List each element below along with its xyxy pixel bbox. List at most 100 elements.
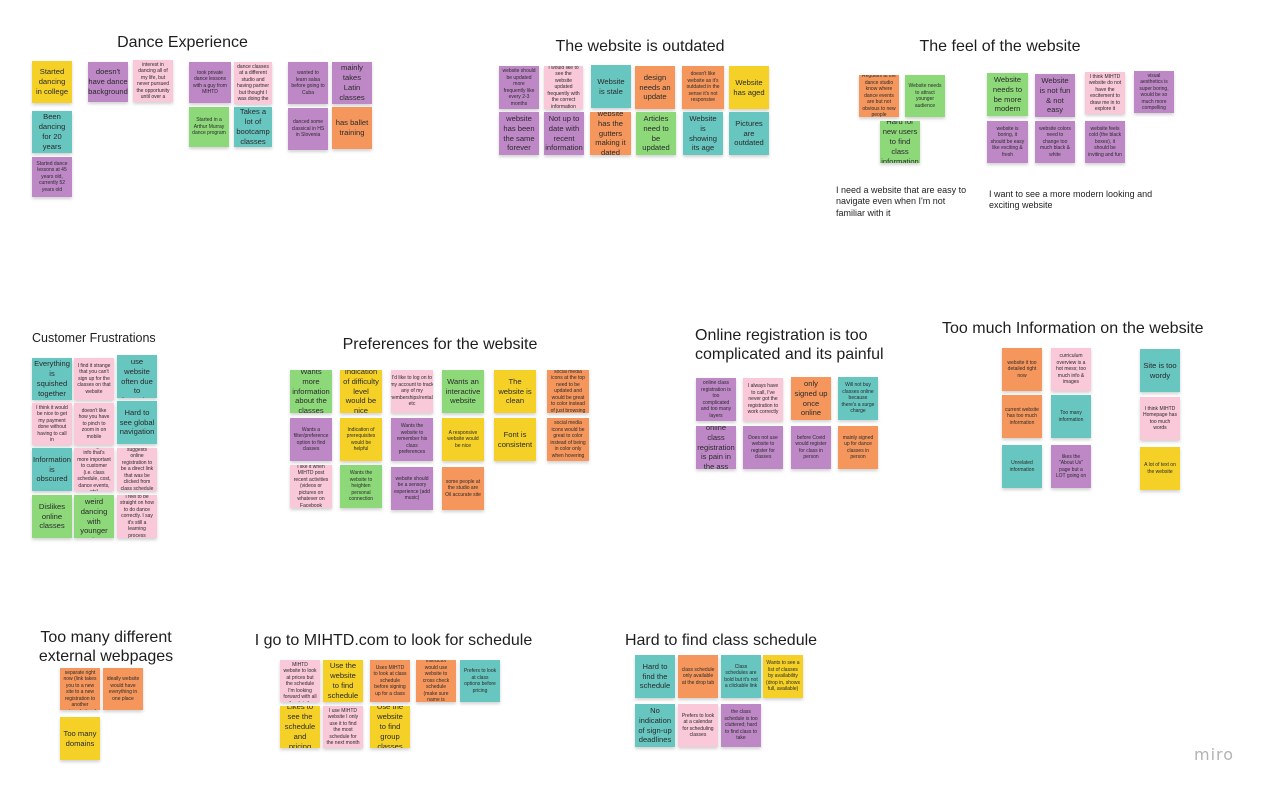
sticky-note[interactable]: Website is showing its age bbox=[683, 112, 723, 155]
sticky-note[interactable]: Website needs to attract younger audienc… bbox=[905, 75, 945, 117]
sticky-note[interactable]: website is boring, it should be easy lik… bbox=[987, 121, 1028, 163]
sticky-note[interactable]: has ballet training bbox=[332, 107, 372, 149]
sticky-note[interactable]: I was taking dance classes at a differen… bbox=[234, 62, 272, 104]
text-note-modern-website[interactable]: I want to see a more modern looking and … bbox=[989, 189, 1153, 211]
sticky-note[interactable]: Wants a filter/preference option to find… bbox=[290, 418, 332, 461]
section-title-customer-frustrations[interactable]: Customer Frustrations bbox=[32, 331, 156, 345]
sticky-note[interactable]: website it too detailed right now bbox=[1002, 348, 1042, 391]
section-title-mihtd-schedule[interactable]: I go to MIHTD.com to look for schedule bbox=[254, 632, 533, 649]
sticky-note[interactable]: Website is not fun & not easy bbox=[1035, 74, 1075, 117]
sticky-note[interactable]: I would like to see the website updated … bbox=[544, 66, 583, 109]
sticky-note[interactable]: Indication of prerequisites would be hel… bbox=[340, 418, 382, 461]
sticky-note[interactable]: Website is stale bbox=[591, 65, 631, 108]
sticky-note[interactable]: likes the "About Us" page but a LOT goin… bbox=[1051, 445, 1091, 488]
sticky-note[interactable]: No indication of sign-up deadlines bbox=[635, 704, 675, 747]
section-title-dance-experience[interactable]: Dance Experience bbox=[117, 34, 248, 51]
sticky-note[interactable]: Unrelated information bbox=[1002, 445, 1042, 488]
sticky-note[interactable]: Hard for new users to find class informa… bbox=[880, 121, 920, 163]
sticky-note[interactable]: Website needs to be more modern bbox=[987, 73, 1028, 116]
sticky-note[interactable]: only signed up once online bbox=[791, 377, 831, 420]
sticky-note[interactable]: Wants to see a list of classes by availa… bbox=[763, 655, 803, 698]
sticky-note[interactable]: Too many information bbox=[1051, 395, 1091, 438]
sticky-note[interactable]: Started dancing in college bbox=[32, 61, 72, 103]
sticky-note[interactable]: Regulars at the dance studio know where … bbox=[859, 75, 899, 117]
sticky-note[interactable]: everything is separate right now (link t… bbox=[60, 668, 100, 710]
sticky-note[interactable]: Articles need to be updated bbox=[636, 112, 676, 155]
sticky-note[interactable]: Prefers to look at a calendar for schedu… bbox=[678, 704, 718, 747]
sticky-note[interactable]: Likes to see the schedule and pricing bbox=[280, 706, 320, 748]
sticky-note[interactable]: I find it strange that you can't sign up… bbox=[74, 358, 114, 400]
sticky-note[interactable]: Takes a lot of bootcamp classes bbox=[234, 107, 272, 147]
sticky-note[interactable]: I think MIHTD website do not have the ex… bbox=[1085, 72, 1125, 114]
sticky-note[interactable]: Too many domains bbox=[60, 717, 100, 760]
sticky-note[interactable]: mainly signed up for dance classes in pe… bbox=[838, 426, 878, 469]
sticky-note[interactable]: I think MIHTD Homepage has too much word… bbox=[1140, 397, 1180, 440]
sticky-note[interactable]: social media icons would be great to col… bbox=[547, 418, 589, 461]
section-title-external-webpages[interactable]: Too many different external webpages bbox=[38, 629, 174, 666]
sticky-note[interactable]: danced some classical in HS in Slovenia bbox=[288, 108, 328, 150]
sticky-note[interactable]: Wants the website to heighten personal c… bbox=[340, 465, 382, 508]
sticky-note[interactable]: suggests online registration to be a dir… bbox=[117, 448, 157, 491]
sticky-note[interactable]: website has been the same forever bbox=[499, 112, 539, 155]
sticky-note[interactable]: wanted to learn salsa before going to Cu… bbox=[288, 62, 328, 104]
sticky-note[interactable]: Wants an interactive website bbox=[442, 370, 484, 413]
sticky-note[interactable]: mainly takes Latin classes bbox=[332, 62, 372, 104]
sticky-note[interactable]: online class registration is too complic… bbox=[696, 378, 736, 421]
sticky-note[interactable]: some people at the studio are Oil accura… bbox=[442, 467, 484, 510]
sticky-note[interactable]: I come to MIHTD website to look at price… bbox=[280, 660, 320, 702]
sticky-note[interactable]: A lot of text on the website bbox=[1140, 447, 1180, 490]
sticky-note[interactable]: Wants more information about the classes bbox=[290, 370, 332, 413]
sticky-note[interactable]: doesn't like website as it's outdated in… bbox=[682, 66, 724, 109]
sticky-note[interactable]: Use the website to find group classes bbox=[370, 706, 410, 748]
sticky-note[interactable]: I've had interest in dancing all of my l… bbox=[133, 60, 173, 102]
sticky-note[interactable]: hard to get to info that's more importan… bbox=[74, 448, 114, 491]
section-title-website-outdated[interactable]: The website is outdated bbox=[555, 38, 725, 55]
section-title-preferences[interactable]: Preferences for the website bbox=[342, 336, 538, 353]
section-title-too-much-information[interactable]: Too much Information on the website bbox=[942, 320, 1204, 337]
sticky-note[interactable]: Pictures are outdated bbox=[729, 112, 769, 155]
section-title-hard-to-find-schedule[interactable]: Hard to find class schedule bbox=[624, 632, 818, 649]
sticky-note[interactable]: online class registration is pain in the… bbox=[696, 426, 736, 469]
sticky-note[interactable]: I think it would be nice to get my payme… bbox=[32, 403, 72, 445]
section-title-online-registration[interactable]: Online registration is too complicated a… bbox=[695, 327, 884, 364]
sticky-note[interactable]: website colors need to change too much b… bbox=[1035, 121, 1075, 163]
sticky-note[interactable]: Dislikes online classes bbox=[32, 495, 72, 538]
sticky-note[interactable]: doesn't have dance background bbox=[88, 62, 128, 102]
sticky-note[interactable]: Everything is squished together bbox=[32, 358, 72, 400]
sticky-note[interactable]: curriculum overview is a hot mess; too m… bbox=[1051, 348, 1091, 391]
sticky-note[interactable]: Does not use website to register for cla… bbox=[743, 426, 783, 469]
sticky-note[interactable]: I like it when MIHTD post recent activit… bbox=[290, 465, 332, 508]
sticky-note[interactable]: Uses MIHTD to look at class schedule bef… bbox=[370, 660, 410, 702]
sticky-note[interactable]: doesn't like how you have to pinch to zo… bbox=[74, 403, 114, 445]
sticky-note[interactable]: Use the website to find schedule bbox=[323, 660, 363, 702]
sticky-note[interactable]: took private dance lessons with a guy fr… bbox=[189, 62, 231, 103]
sticky-note[interactable]: current website has too much information bbox=[1002, 395, 1042, 438]
sticky-note[interactable]: design needs an update bbox=[635, 66, 675, 109]
sticky-note[interactable]: Class schedules are bold but it's not a … bbox=[721, 655, 761, 698]
sticky-note[interactable]: website has the gutters making it dated bbox=[590, 112, 631, 155]
sticky-note[interactable]: Will not buy classes online because ther… bbox=[838, 377, 878, 420]
sticky-note[interactable]: visual aesthetics is super boring, would… bbox=[1134, 71, 1174, 113]
sticky-note[interactable]: Does not use website often due to fustra… bbox=[117, 355, 157, 398]
sticky-note[interactable]: Not up to date with recent information bbox=[544, 112, 584, 155]
sticky-note[interactable]: Wants the website to remember his class … bbox=[391, 418, 433, 461]
section-title-feel-of-website[interactable]: The feel of the website bbox=[919, 38, 1081, 55]
sticky-note[interactable]: Been dancing for 20 years bbox=[32, 111, 72, 153]
sticky-note[interactable]: Indication of difficulty level would be … bbox=[340, 370, 382, 413]
sticky-note[interactable]: I always have to call, I've never got th… bbox=[743, 378, 783, 421]
sticky-note[interactable]: the class schedule is too cluttered; har… bbox=[721, 704, 761, 747]
sticky-note[interactable]: Started dance lessons at 45 years old, c… bbox=[32, 157, 72, 197]
sticky-note[interactable]: website feels cold (the black boxes), it… bbox=[1085, 121, 1125, 163]
sticky-note[interactable]: Hard to find the schedule bbox=[635, 655, 675, 698]
sticky-note[interactable]: ideally website would have everything in… bbox=[103, 668, 143, 710]
sticky-note[interactable]: class schedule only available at the dro… bbox=[678, 655, 718, 698]
sticky-note[interactable]: Information is obscured bbox=[32, 448, 72, 491]
sticky-note[interactable]: social media icons at the top need to be… bbox=[547, 370, 589, 413]
sticky-note[interactable]: The website is clean bbox=[494, 370, 536, 413]
sticky-note[interactable]: website should be a sensory experience (… bbox=[391, 467, 433, 510]
sticky-note[interactable]: Font is consistent bbox=[494, 418, 536, 461]
sticky-note[interactable]: I feel to be straight on how to do dance… bbox=[117, 495, 157, 538]
sticky-note[interactable]: Site is too wordy bbox=[1140, 349, 1180, 392]
sticky-note[interactable]: website should be updated more frequentl… bbox=[499, 66, 539, 109]
sticky-note[interactable]: Started in a Arthur Murray dance program bbox=[189, 107, 229, 147]
